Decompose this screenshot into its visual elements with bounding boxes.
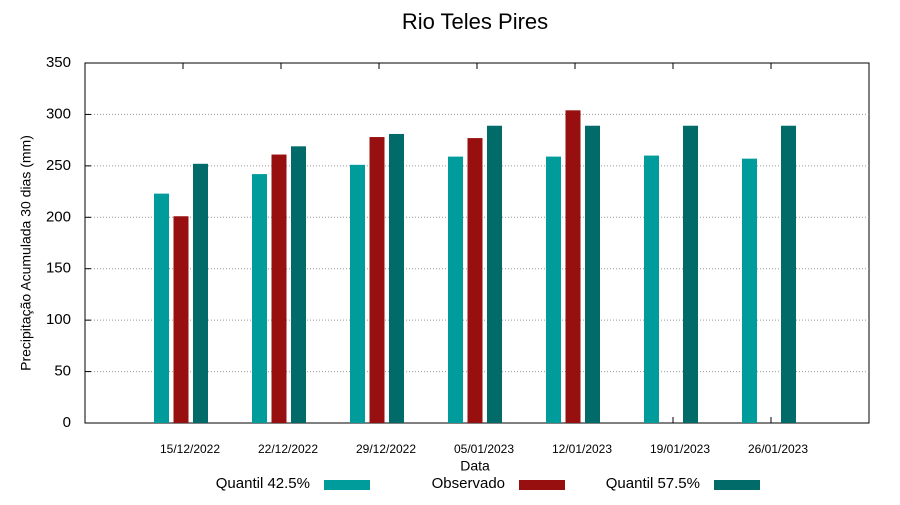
bar	[448, 156, 463, 423]
bar	[565, 110, 581, 424]
y-tick-label: 50	[54, 363, 71, 380]
y-tick-label: 0	[63, 414, 71, 431]
bar	[467, 138, 483, 424]
bar	[781, 125, 796, 423]
legend-swatch	[324, 480, 370, 490]
x-tick-label: 05/01/2023	[454, 442, 514, 456]
legend-label: Quantil 42.5%	[216, 475, 310, 492]
y-tick-label: 100	[46, 311, 71, 328]
bar	[585, 125, 600, 423]
legend-label: Observado	[432, 475, 505, 492]
legend-swatch	[519, 480, 565, 490]
legend-label: Quantil 57.5%	[606, 475, 700, 492]
bar	[173, 216, 189, 423]
bar	[193, 163, 208, 424]
bar	[389, 133, 404, 423]
legend-swatch	[714, 480, 760, 490]
y-tick-label: 200	[46, 208, 71, 225]
x-tick-label: 26/01/2023	[748, 442, 808, 456]
bar	[291, 146, 306, 424]
x-axis-label: Data	[460, 458, 490, 474]
x-tick-label: 19/01/2023	[650, 442, 710, 456]
y-tick-label: 250	[46, 157, 71, 174]
x-tick-label: 29/12/2022	[356, 442, 416, 456]
y-tick-label: 150	[46, 260, 71, 277]
bar	[683, 125, 698, 423]
bar	[487, 125, 502, 423]
bar	[546, 156, 561, 423]
y-tick-label: 300	[46, 105, 71, 122]
x-tick-label: 15/12/2022	[160, 442, 220, 456]
bar	[742, 158, 757, 423]
bar	[369, 137, 385, 424]
x-tick-label: 22/12/2022	[258, 442, 318, 456]
chart-title: Rio Teles Pires	[402, 9, 548, 34]
bar	[154, 193, 169, 423]
bar	[350, 164, 365, 424]
bar	[252, 174, 267, 423]
bar	[644, 155, 659, 424]
y-axis-label: Precipitação Acumulada 30 dias (mm)	[18, 135, 34, 371]
bar	[271, 154, 287, 424]
x-tick-label: 12/01/2023	[552, 442, 612, 456]
y-tick-label: 350	[46, 54, 71, 71]
